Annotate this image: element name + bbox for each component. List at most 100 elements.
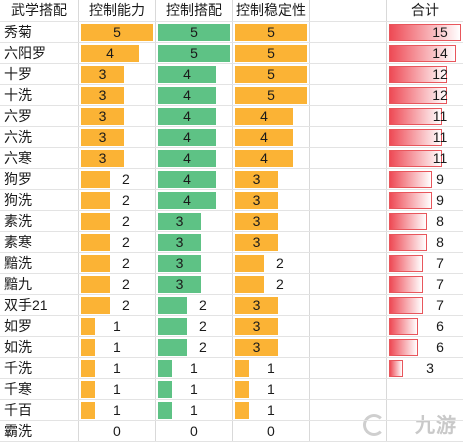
match-cell[interactable]: 4 xyxy=(156,106,232,127)
row-name[interactable]: 千洗 xyxy=(4,360,32,376)
stable-cell[interactable]: 2 xyxy=(233,274,309,295)
header-control[interactable]: 控制能力 xyxy=(89,2,145,18)
row-name[interactable]: 六寒 xyxy=(4,150,32,166)
stable-cell[interactable]: 1 xyxy=(233,358,309,379)
row-name[interactable]: 狗洗 xyxy=(4,192,32,208)
control-cell[interactable]: 2 xyxy=(79,232,155,253)
row-name[interactable]: 六洗 xyxy=(4,129,32,145)
stable-cell[interactable]: 4 xyxy=(233,148,309,169)
match-cell[interactable]: 3 xyxy=(156,253,232,274)
match-cell[interactable]: 4 xyxy=(156,85,232,106)
stable-cell[interactable]: 5 xyxy=(233,85,309,106)
match-cell[interactable]: 1 xyxy=(156,379,232,400)
match-cell[interactable]: 5 xyxy=(156,43,232,64)
stable-cell[interactable]: 1 xyxy=(233,379,309,400)
stable-cell[interactable]: 5 xyxy=(233,22,309,43)
match-cell[interactable]: 1 xyxy=(156,400,232,421)
control-cell[interactable]: 1 xyxy=(79,379,155,400)
row-name[interactable]: 千百 xyxy=(4,402,32,418)
control-cell[interactable]: 2 xyxy=(79,211,155,232)
row-name[interactable]: 素洗 xyxy=(4,213,32,229)
match-cell[interactable]: 3 xyxy=(156,211,232,232)
total-cell[interactable]: 6 xyxy=(387,316,463,337)
match-cell[interactable]: 5 xyxy=(156,22,232,43)
stable-cell[interactable]: 3 xyxy=(233,190,309,211)
row-name[interactable]: 黯洗 xyxy=(4,255,32,271)
row-name[interactable]: 六阳罗 xyxy=(4,45,46,61)
total-cell[interactable]: 11 xyxy=(387,127,463,148)
stable-cell[interactable]: 3 xyxy=(233,337,309,358)
row-name[interactable]: 十洗 xyxy=(4,87,32,103)
stable-cell[interactable]: 0 xyxy=(233,421,309,442)
match-cell[interactable]: 4 xyxy=(156,190,232,211)
control-cell[interactable]: 2 xyxy=(79,295,155,316)
row-name[interactable]: 霸洗 xyxy=(4,423,32,439)
total-cell[interactable]: 8 xyxy=(387,232,463,253)
row-name[interactable]: 十罗 xyxy=(4,66,32,82)
total-cell[interactable]: 11 xyxy=(387,106,463,127)
control-cell[interactable]: 3 xyxy=(79,64,155,85)
total-cell[interactable]: 12 xyxy=(387,85,463,106)
header-match[interactable]: 控制搭配 xyxy=(166,2,222,18)
row-name[interactable]: 黯九 xyxy=(4,276,32,292)
match-cell[interactable]: 4 xyxy=(156,169,232,190)
control-cell[interactable]: 1 xyxy=(79,400,155,421)
match-cell[interactable]: 3 xyxy=(156,232,232,253)
control-cell[interactable]: 3 xyxy=(79,148,155,169)
control-cell[interactable]: 3 xyxy=(79,85,155,106)
control-cell[interactable]: 2 xyxy=(79,169,155,190)
control-cell[interactable]: 4 xyxy=(79,43,155,64)
header-total[interactable]: 合计 xyxy=(411,2,439,18)
control-cell[interactable]: 2 xyxy=(79,274,155,295)
row-name[interactable]: 如洗 xyxy=(4,339,32,355)
total-cell[interactable]: 9 xyxy=(387,190,463,211)
control-cell[interactable]: 5 xyxy=(79,22,155,43)
total-cell[interactable]: 7 xyxy=(387,295,463,316)
total-cell[interactable]: 12 xyxy=(387,64,463,85)
control-cell[interactable]: 3 xyxy=(79,106,155,127)
total-cell[interactable]: 14 xyxy=(387,43,463,64)
match-cell[interactable]: 3 xyxy=(156,274,232,295)
row-name[interactable]: 双手21 xyxy=(4,297,48,313)
stable-cell[interactable]: 3 xyxy=(233,316,309,337)
stable-cell[interactable]: 3 xyxy=(233,211,309,232)
stable-cell[interactable]: 4 xyxy=(233,127,309,148)
control-cell[interactable]: 2 xyxy=(79,190,155,211)
row-name[interactable]: 如罗 xyxy=(4,318,32,334)
stable-cell[interactable]: 5 xyxy=(233,43,309,64)
stable-cell[interactable]: 3 xyxy=(233,295,309,316)
total-cell[interactable]: 15 xyxy=(387,22,463,43)
total-cell[interactable]: 11 xyxy=(387,148,463,169)
stable-cell[interactable]: 5 xyxy=(233,64,309,85)
row-name[interactable]: 秀菊 xyxy=(4,24,32,40)
row-name[interactable]: 六罗 xyxy=(4,108,32,124)
row-name[interactable]: 千寒 xyxy=(4,381,32,397)
match-cell[interactable]: 2 xyxy=(156,316,232,337)
control-cell[interactable]: 1 xyxy=(79,358,155,379)
row-name[interactable]: 素寒 xyxy=(4,234,32,250)
control-cell[interactable]: 1 xyxy=(79,337,155,358)
match-cell[interactable]: 2 xyxy=(156,337,232,358)
match-cell[interactable]: 4 xyxy=(156,148,232,169)
total-cell[interactable]: 7 xyxy=(387,274,463,295)
match-cell[interactable]: 4 xyxy=(156,64,232,85)
row-name[interactable]: 狗罗 xyxy=(4,171,32,187)
stable-cell[interactable]: 1 xyxy=(233,400,309,421)
match-cell[interactable]: 0 xyxy=(156,421,232,442)
stable-cell[interactable]: 2 xyxy=(233,253,309,274)
total-cell[interactable]: 3 xyxy=(387,358,463,379)
control-cell[interactable]: 2 xyxy=(79,253,155,274)
total-cell[interactable]: 7 xyxy=(387,253,463,274)
header-stable[interactable]: 控制稳定性 xyxy=(236,2,306,18)
control-cell[interactable]: 0 xyxy=(79,421,155,442)
total-cell[interactable] xyxy=(387,379,463,400)
stable-cell[interactable]: 4 xyxy=(233,106,309,127)
stable-cell[interactable]: 3 xyxy=(233,232,309,253)
control-cell[interactable]: 1 xyxy=(79,316,155,337)
header-combo[interactable]: 武学搭配 xyxy=(11,2,67,18)
match-cell[interactable]: 4 xyxy=(156,127,232,148)
total-cell[interactable]: 6 xyxy=(387,337,463,358)
stable-cell[interactable]: 3 xyxy=(233,169,309,190)
total-cell[interactable]: 8 xyxy=(387,211,463,232)
match-cell[interactable]: 2 xyxy=(156,295,232,316)
